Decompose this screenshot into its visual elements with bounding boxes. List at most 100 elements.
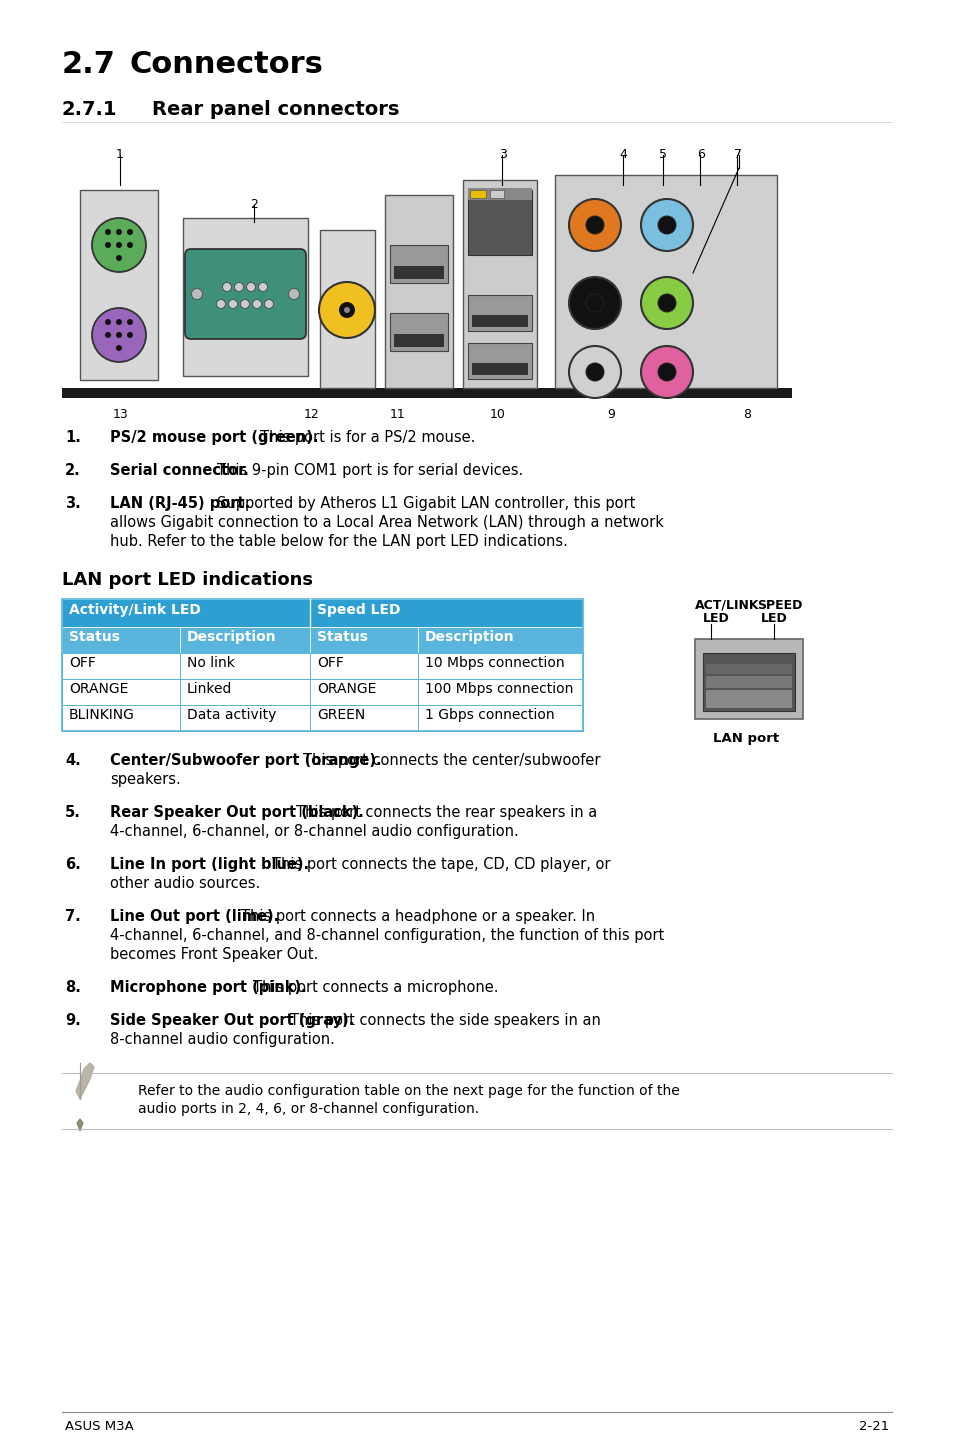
Circle shape (640, 278, 692, 329)
Polygon shape (76, 1063, 94, 1099)
Text: 1: 1 (116, 148, 124, 161)
Bar (62, 388, 791, 398)
Text: PS/2 mouse port (green).: PS/2 mouse port (green). (110, 430, 318, 444)
Text: 4.: 4. (65, 754, 81, 768)
Text: 8.: 8. (65, 981, 81, 995)
Text: 1.: 1. (65, 430, 81, 444)
Bar (555, 175, 776, 388)
Circle shape (318, 282, 375, 338)
Circle shape (568, 347, 620, 398)
Text: LAN port: LAN port (712, 732, 779, 745)
Circle shape (105, 332, 111, 338)
Bar (62, 705, 180, 731)
Text: 6.: 6. (65, 857, 81, 871)
Circle shape (192, 289, 202, 299)
Bar (417, 653, 582, 679)
Text: Description: Description (187, 630, 276, 644)
Polygon shape (77, 1119, 83, 1132)
Text: 9: 9 (606, 408, 615, 421)
Bar (394, 266, 443, 279)
Circle shape (234, 282, 243, 292)
Circle shape (105, 229, 111, 234)
Text: Supported by Atheros L1 Gigabit LAN controller, this port: Supported by Atheros L1 Gigabit LAN cont… (216, 496, 635, 510)
Bar (319, 230, 375, 388)
Circle shape (216, 299, 225, 309)
Text: speakers.: speakers. (110, 772, 180, 787)
Text: LAN (RJ-45) port.: LAN (RJ-45) port. (110, 496, 250, 510)
Text: 11: 11 (390, 408, 405, 421)
Text: ORANGE: ORANGE (316, 682, 376, 696)
Bar (417, 627, 582, 653)
Circle shape (658, 293, 676, 312)
Text: 12: 12 (304, 408, 319, 421)
Text: 4-channel, 6-channel, and 8-channel configuration, the function of this port: 4-channel, 6-channel, and 8-channel conf… (110, 928, 663, 943)
Circle shape (258, 282, 267, 292)
Bar (62, 679, 180, 705)
Bar (62, 653, 180, 679)
Bar (472, 362, 527, 375)
Text: Line In port (light blue).: Line In port (light blue). (110, 857, 309, 871)
Text: 7.: 7. (65, 909, 81, 925)
Bar (470, 190, 485, 198)
Bar (62, 627, 180, 653)
Circle shape (116, 255, 122, 262)
Text: This port connects the side speakers in an: This port connects the side speakers in … (290, 1012, 600, 1028)
Circle shape (568, 198, 620, 252)
Text: 2.7: 2.7 (62, 50, 115, 79)
Text: BLINKING: BLINKING (69, 707, 134, 722)
Circle shape (288, 289, 299, 299)
Text: Activity/Link LED: Activity/Link LED (69, 603, 201, 617)
Bar (310, 627, 417, 653)
Circle shape (127, 332, 132, 338)
Circle shape (222, 282, 232, 292)
Bar (472, 315, 527, 326)
Text: 2: 2 (250, 198, 257, 211)
Circle shape (105, 319, 111, 325)
Text: hub. Refer to the table below for the LAN port LED indications.: hub. Refer to the table below for the LA… (110, 533, 567, 549)
Circle shape (240, 299, 250, 309)
Bar (62, 600, 310, 627)
Text: audio ports in 2, 4, 6, or 8-channel configuration.: audio ports in 2, 4, 6, or 8-channel con… (138, 1102, 478, 1116)
Bar (385, 196, 453, 388)
Text: 8: 8 (742, 408, 750, 421)
Text: Line Out port (lime).: Line Out port (lime). (110, 909, 279, 925)
Text: This 9-pin COM1 port is for serial devices.: This 9-pin COM1 port is for serial devic… (216, 463, 522, 477)
Circle shape (229, 299, 237, 309)
Text: 2-21: 2-21 (858, 1419, 888, 1434)
Bar (310, 600, 582, 627)
Bar (695, 638, 802, 719)
Text: 4: 4 (618, 148, 626, 161)
Text: 2.: 2. (65, 463, 81, 477)
Text: other audio sources.: other audio sources. (110, 876, 260, 892)
Text: GREEN: GREEN (316, 707, 365, 722)
Text: LAN port LED indications: LAN port LED indications (62, 571, 313, 590)
Bar (80, 190, 158, 380)
Text: 10: 10 (490, 408, 505, 421)
Text: 3.: 3. (65, 496, 81, 510)
Text: 9.: 9. (65, 1012, 81, 1028)
Text: 2.7.1: 2.7.1 (62, 101, 117, 119)
Bar (462, 180, 537, 388)
Text: Data activity: Data activity (187, 707, 276, 722)
Bar (183, 219, 308, 375)
Bar (702, 653, 794, 710)
Text: ASUS M3A: ASUS M3A (65, 1419, 133, 1434)
Bar (468, 188, 532, 200)
Text: 7: 7 (733, 148, 741, 161)
Text: 10 Mbps connection: 10 Mbps connection (424, 656, 564, 670)
Circle shape (105, 242, 111, 247)
Text: Status: Status (69, 630, 120, 644)
Text: 5.: 5. (65, 805, 81, 820)
Bar (394, 334, 443, 347)
Bar (417, 679, 582, 705)
Text: No link: No link (187, 656, 234, 670)
Text: LED: LED (760, 613, 787, 626)
Bar (310, 653, 417, 679)
Circle shape (91, 308, 146, 362)
Text: Connectors: Connectors (130, 50, 323, 79)
Circle shape (658, 216, 676, 234)
Text: This port connects the tape, CD, CD player, or: This port connects the tape, CD, CD play… (272, 857, 610, 871)
Text: Linked: Linked (187, 682, 233, 696)
Bar (468, 344, 532, 380)
Text: 5: 5 (659, 148, 666, 161)
